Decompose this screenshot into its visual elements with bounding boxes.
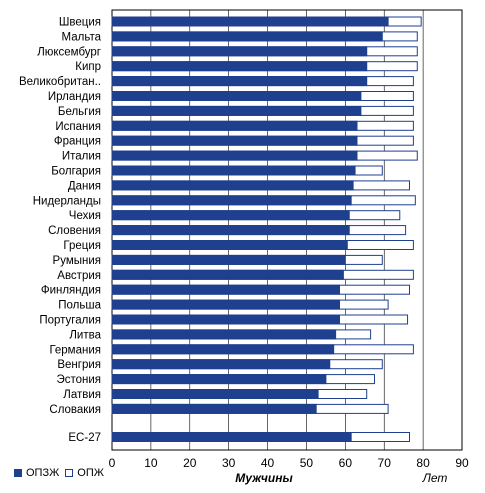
- bar-opzzh: [111, 210, 350, 221]
- bar-opzzh: [111, 344, 335, 355]
- bars-group: [111, 16, 422, 442]
- category-label: Болгария: [51, 166, 101, 178]
- x-tick-labels: 0 10 20 30 40 50 60 70 80 90: [109, 456, 469, 470]
- x-tick-label: 40: [261, 456, 275, 470]
- category-label: Чехия: [69, 210, 101, 222]
- category-label: Польша: [58, 300, 101, 312]
- category-label: Латвия: [63, 389, 101, 401]
- category-labels: Швеция Мальта Люксембург Кипр Великобритан..…: [19, 17, 102, 445]
- x-tick-label: 60: [339, 456, 353, 470]
- category-label: Люксембург: [37, 46, 101, 58]
- bar-opzzh: [111, 299, 340, 310]
- bar-opzzh: [111, 432, 352, 442]
- category-label: ЕС-27: [68, 432, 101, 444]
- bar-opzzh: [111, 46, 368, 57]
- bar-opzzh: [111, 150, 358, 161]
- bar-opzzh: [111, 76, 368, 87]
- category-label: Великобритан..: [19, 76, 101, 88]
- bar-opzzh: [111, 180, 354, 191]
- category-label: Португалия: [39, 315, 101, 327]
- bar-opzzh: [111, 31, 383, 42]
- legend: ОПЗЖ ОПЖ: [14, 467, 106, 479]
- category-label: Швеция: [59, 17, 101, 29]
- bar-opzzh: [111, 120, 358, 131]
- category-label: Румыния: [53, 255, 101, 267]
- category-label: Испания: [55, 121, 101, 133]
- x-tick-label: 0: [109, 456, 116, 470]
- legend-swatch-opzzh: [14, 469, 22, 477]
- bar-opzzh: [111, 165, 356, 176]
- category-label: Германия: [49, 344, 101, 356]
- bar-opzzh: [111, 135, 358, 146]
- bar-opzzh: [111, 314, 340, 325]
- category-label: Словения: [48, 225, 101, 237]
- bar-opzzh: [111, 374, 327, 385]
- bar-opzzh: [111, 16, 389, 27]
- x-tick-label: 20: [183, 456, 197, 470]
- x-tick-label: 90: [455, 456, 469, 470]
- x-tick-label: 50: [300, 456, 314, 470]
- legend-label-opzzh: ОПЗЖ: [26, 467, 60, 479]
- category-label: Италия: [62, 151, 101, 163]
- bar-opzzh: [111, 105, 362, 116]
- bar-opzzh: [111, 329, 337, 340]
- category-label: Кипр: [75, 61, 101, 73]
- bar-opzzh: [111, 359, 331, 370]
- bar-opzzh: [111, 269, 344, 280]
- bar-opzzh: [111, 91, 362, 101]
- category-label: Эстония: [56, 374, 101, 386]
- bar-opzzh: [111, 225, 350, 236]
- x-tick-label: 30: [222, 456, 236, 470]
- unit-label: Лет: [422, 471, 448, 485]
- category-label: Франция: [54, 136, 101, 148]
- bar-opzzh: [111, 254, 346, 265]
- bar-opzzh: [111, 61, 368, 72]
- category-label: Греция: [63, 240, 101, 252]
- category-label: Финляндия: [41, 285, 101, 297]
- x-tick-label: 70: [378, 456, 392, 470]
- category-label: Словакия: [49, 404, 101, 416]
- legend-swatch-opzh: [65, 469, 74, 477]
- bar-opzzh: [111, 389, 319, 399]
- category-label: Нидерланды: [33, 195, 101, 207]
- category-label: Ирландия: [48, 91, 101, 103]
- legend-label-opzh: ОПЖ: [77, 467, 104, 479]
- category-label: Мальта: [62, 31, 102, 43]
- x-tick-label: 80: [416, 456, 430, 470]
- category-label: Дания: [68, 180, 101, 192]
- x-axis-label: Мужчины: [235, 471, 293, 485]
- bar-opzzh: [111, 284, 340, 295]
- category-label: Австрия: [57, 270, 101, 282]
- category-label: Литва: [69, 329, 101, 341]
- bar-opzzh: [111, 195, 352, 206]
- x-tick-label: 10: [144, 456, 158, 470]
- category-label: Венгрия: [57, 359, 101, 371]
- category-label: Бельгия: [58, 106, 101, 118]
- bar-opzzh: [111, 240, 348, 250]
- bar-opzzh: [111, 403, 317, 414]
